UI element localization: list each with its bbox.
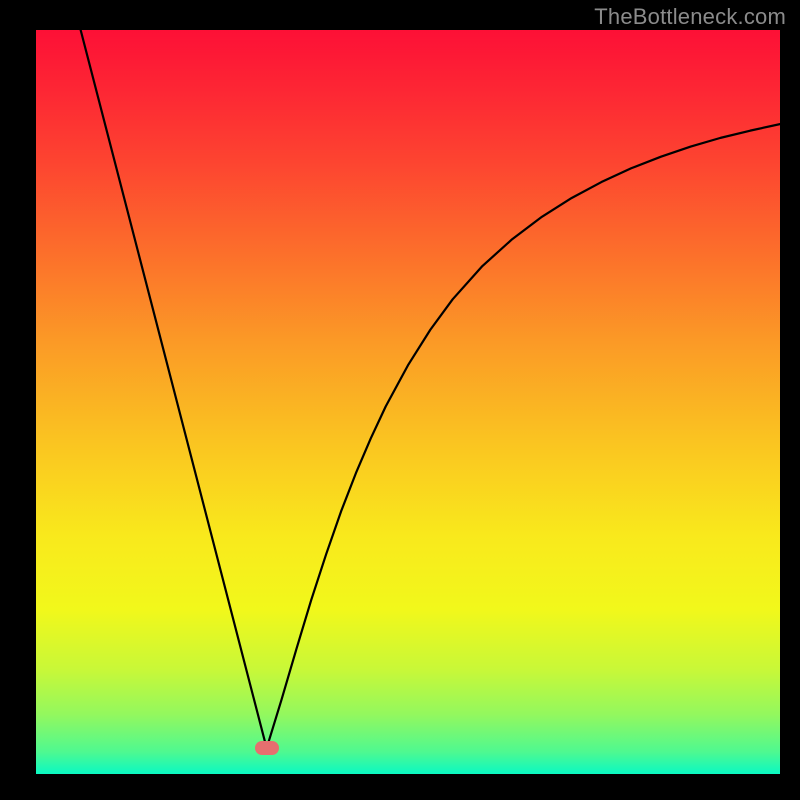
vertex-marker (255, 741, 279, 755)
bottleneck-curve-chart (36, 30, 780, 754)
curve-path (81, 30, 780, 748)
plot-frame (36, 30, 780, 754)
watermark-text: TheBottleneck.com (594, 4, 786, 30)
